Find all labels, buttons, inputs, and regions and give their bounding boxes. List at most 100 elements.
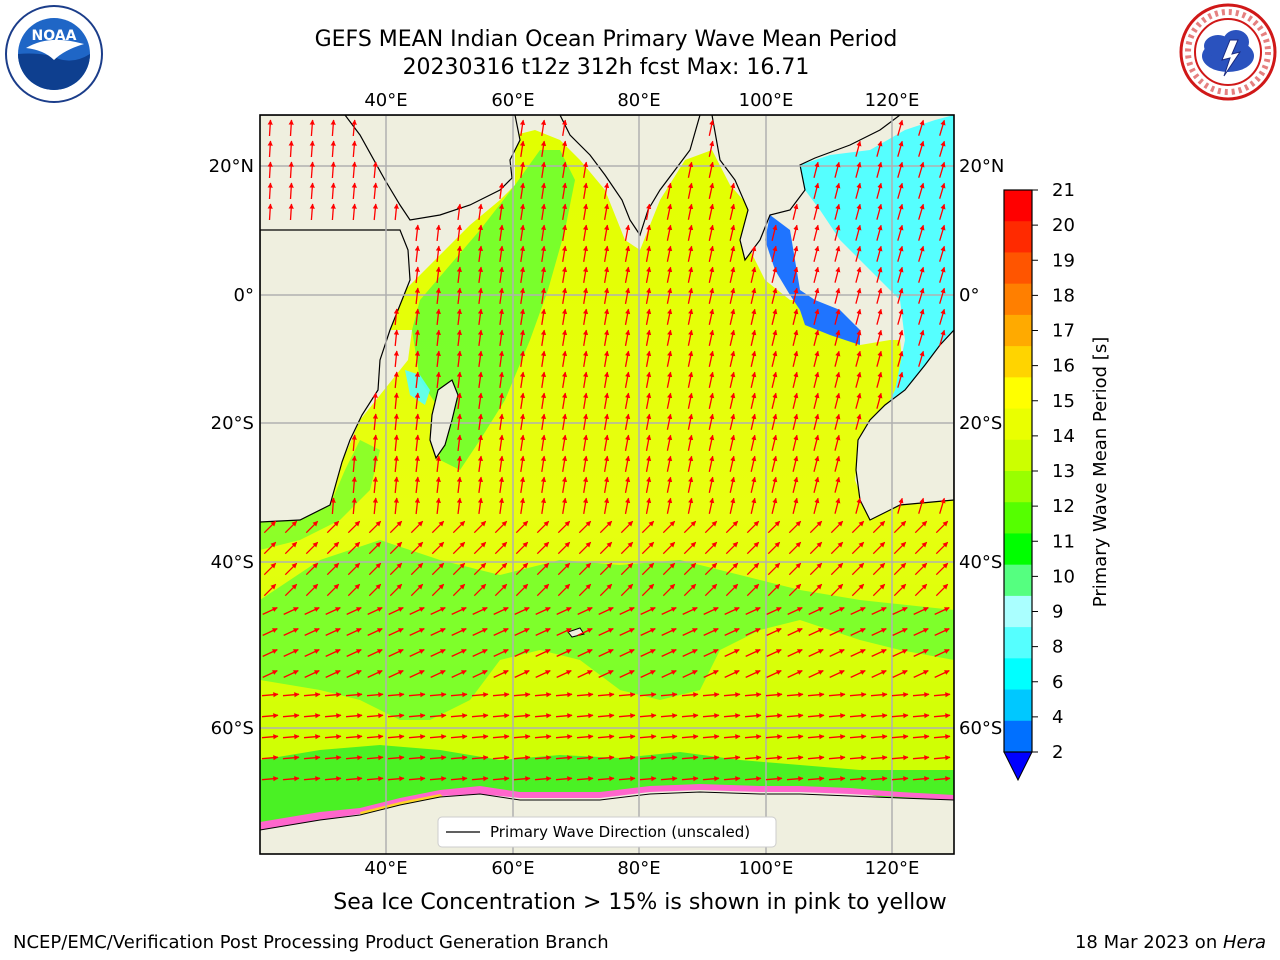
wave-arrow [666, 434, 673, 451]
wave-arrow [766, 670, 782, 678]
wave-arrow [855, 287, 862, 304]
lon-label-bottom-120e: 120°E [865, 858, 920, 879]
wave-arrow [556, 670, 572, 678]
wave-arrow [582, 203, 589, 221]
wave-arrow [792, 266, 799, 283]
wave-arrow [620, 583, 634, 597]
wave-arrow [914, 583, 928, 597]
wave-arrow [639, 713, 657, 719]
footer-host: Hera [1222, 932, 1266, 953]
wave-arrow [687, 371, 694, 388]
wave-arrow [561, 308, 568, 326]
wave-arrow [645, 413, 652, 431]
colorbar-segment [1004, 564, 1032, 597]
wave-arrow [577, 649, 593, 657]
wave-arrow [687, 476, 694, 493]
lat-label-left-20s: 20°S [211, 413, 254, 434]
wave-arrow [471, 734, 489, 740]
wave-arrow [786, 755, 804, 761]
wave-arrow [619, 649, 635, 657]
wave-arrow [477, 371, 484, 388]
wave-arrow [830, 520, 844, 534]
wave-arrow [660, 713, 678, 719]
wave-arrow [325, 607, 341, 615]
wave-arrow [876, 392, 883, 409]
wave-arrow [582, 329, 589, 347]
wave-arrow [704, 583, 718, 597]
wave-arrow [897, 371, 904, 388]
wave-arrow [540, 413, 547, 430]
wave-arrow [766, 607, 782, 615]
footer-credit: NCEP/EMC/Verification Post Processing Pr… [13, 932, 609, 953]
wave-arrow [792, 476, 799, 493]
wave-arrow [414, 245, 420, 263]
wave-arrow [771, 266, 778, 283]
wave-arrow [555, 734, 573, 740]
lon-label-top-80e: 80°E [617, 90, 660, 111]
wave-arrow [870, 776, 888, 782]
wave-arrow [473, 541, 487, 555]
wave-arrow [729, 203, 736, 220]
legend-label: Primary Wave Direction (unscaled) [490, 823, 750, 841]
wave-arrow [477, 476, 484, 493]
wave-arrow [324, 755, 342, 761]
green-band-far-south [260, 745, 954, 825]
wave-arrow [771, 434, 778, 451]
wave-arrow [702, 755, 720, 761]
wave-arrow [813, 455, 820, 472]
wave-arrow [829, 607, 845, 615]
wave-arrow [330, 497, 336, 515]
wave-arrow [703, 649, 719, 657]
wave-arrow [513, 755, 531, 761]
wave-arrow [893, 562, 907, 576]
wave-arrow [855, 161, 862, 178]
wave-arrow [414, 308, 420, 326]
wave-arrow [452, 583, 466, 597]
wave-arrow [346, 649, 362, 657]
wave-arrow [409, 628, 425, 636]
wave-arrow [813, 371, 820, 388]
wave-arrow [828, 713, 846, 719]
wave-arrow [813, 245, 820, 262]
wave-arrow [582, 497, 589, 515]
wave-arrow [540, 350, 547, 367]
wave-arrow [792, 413, 799, 430]
wave-arrow [477, 329, 484, 346]
wave-arrow [792, 455, 799, 472]
wave-arrow [891, 692, 909, 698]
wave-arrow [744, 713, 762, 719]
wave-arrow [666, 203, 673, 220]
wave-arrow [723, 692, 741, 698]
wave-arrow [515, 541, 529, 555]
wave-arrow [725, 583, 739, 597]
colorbar-segment [1004, 471, 1032, 503]
wave-arrow [513, 776, 531, 782]
wave-arrow [809, 583, 823, 597]
colorbar-tick-label: 9 [1052, 602, 1063, 623]
wave-arrow [471, 692, 489, 698]
wave-arrow [540, 119, 547, 136]
wave-arrow [723, 734, 741, 740]
wave-arrow [620, 520, 634, 534]
wave-arrow [366, 734, 384, 740]
wave-arrow [498, 266, 505, 283]
wave-arrow [939, 203, 946, 220]
wave-arrow [934, 628, 950, 636]
wave-arrow [813, 182, 820, 199]
wave-arrow [786, 734, 804, 740]
wave-arrow [662, 583, 676, 597]
wave-arrow [456, 434, 462, 451]
wave-arrow [850, 607, 866, 615]
wave-arrow [535, 649, 551, 657]
wave-arrow [261, 734, 279, 740]
wave-arrow [620, 562, 634, 576]
wave-arrow [451, 607, 467, 615]
wave-arrow [687, 224, 694, 241]
wave-arrow [914, 562, 928, 576]
wave-arrow [387, 734, 405, 740]
wave-arrow [939, 161, 946, 178]
wave-arrow [813, 392, 820, 409]
wave-arrow [429, 713, 447, 719]
lon-label-top-100e: 100°E [739, 90, 794, 111]
wave-arrow [708, 476, 715, 493]
